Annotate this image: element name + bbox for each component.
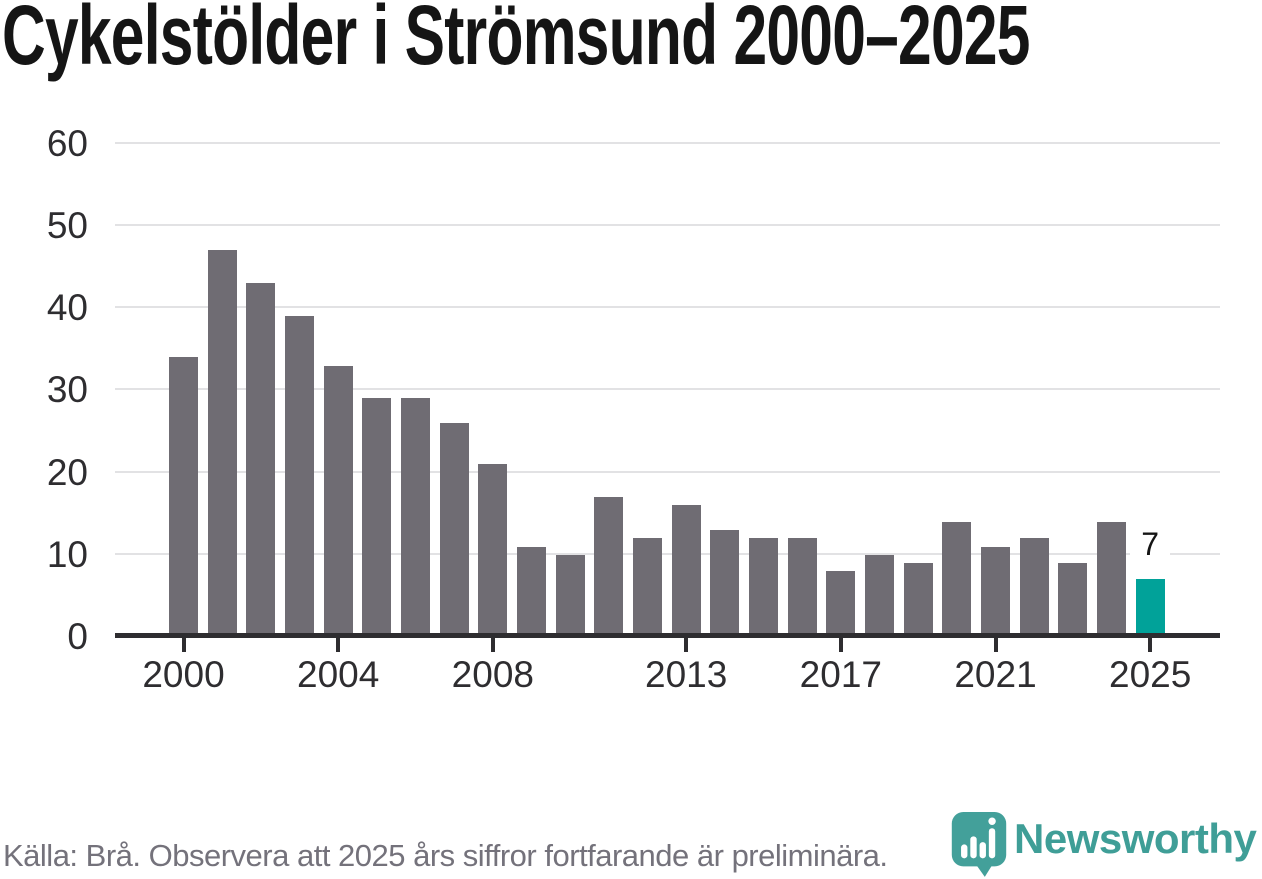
y-axis-label-40: 40 — [46, 287, 88, 328]
gridline-40 — [115, 306, 1220, 308]
bar-2005 — [362, 398, 392, 637]
chart-title: Cykelstölder i Strömsund 2000–2025 — [2, 0, 1030, 82]
y-axis-label-50: 50 — [46, 204, 88, 246]
bar-2012 — [633, 538, 662, 637]
newsworthy-logo: Newsworthy — [946, 812, 1262, 878]
bar-2007 — [439, 423, 469, 637]
gridline-50 — [115, 223, 1220, 226]
x-axis-label-2000: 2000 — [142, 654, 225, 695]
bar-2017 — [826, 571, 856, 637]
y-axis-label-60: 60 — [46, 122, 88, 164]
gridline-20 — [115, 470, 1220, 473]
bar-2014 — [710, 530, 740, 637]
x-axis-tick-2004 — [336, 638, 341, 652]
bar-2004 — [323, 365, 353, 637]
bar-2001 — [207, 250, 237, 637]
bar-2016 — [787, 538, 817, 637]
brand-name: Newsworthy — [1014, 815, 1257, 862]
bar-2020 — [942, 521, 972, 637]
x-axis-label-2004: 2004 — [297, 654, 380, 695]
y-axis-label-30: 30 — [46, 369, 88, 411]
y-axis-label-20: 20 — [46, 451, 88, 493]
newsworthy-bubble-barchart-icon — [951, 812, 1007, 877]
bar-2024 — [1097, 521, 1126, 637]
bar-2009 — [517, 546, 546, 637]
bar-2019 — [903, 562, 933, 637]
gridline-60 — [115, 141, 1220, 144]
bar-2013 — [671, 505, 701, 637]
y-axis-label-0: 0 — [67, 616, 88, 657]
x-axis-tick-2008 — [490, 638, 495, 652]
x-axis-label-2013: 2013 — [645, 654, 728, 695]
bar-2015 — [749, 538, 778, 637]
bar-2006 — [401, 398, 430, 637]
source-note: Källa: Brå. Observera att 2025 års siffr… — [3, 838, 888, 873]
x-axis-tick-2017 — [838, 638, 843, 652]
bar-value-label-2025: 7 — [1130, 526, 1171, 563]
x-axis-line — [115, 633, 1220, 638]
x-axis-label-2025: 2025 — [1109, 654, 1192, 695]
x-axis-tick-2000 — [181, 638, 186, 652]
bar-2022 — [1019, 538, 1049, 637]
bar-2010 — [555, 554, 585, 637]
bar-2018 — [865, 554, 894, 637]
x-axis-tick-2013 — [684, 638, 689, 652]
x-axis-label-2017: 2017 — [799, 654, 882, 695]
bar-2003 — [285, 316, 314, 637]
y-axis-label-10: 10 — [46, 533, 88, 575]
x-axis-tick-2025 — [1148, 638, 1153, 652]
x-axis-label-2008: 2008 — [451, 654, 534, 695]
bar-2011 — [594, 497, 624, 637]
bar-2008 — [478, 464, 508, 637]
x-axis-label-2021: 2021 — [954, 654, 1037, 695]
bar-2021 — [981, 546, 1010, 637]
bar-2002 — [246, 283, 276, 637]
bar-2000 — [169, 357, 198, 637]
bar-2023 — [1058, 562, 1088, 637]
gridline-10 — [115, 552, 1220, 555]
x-axis-tick-2021 — [993, 638, 998, 652]
bar-2025 — [1135, 579, 1165, 637]
gridline-30 — [115, 388, 1220, 391]
